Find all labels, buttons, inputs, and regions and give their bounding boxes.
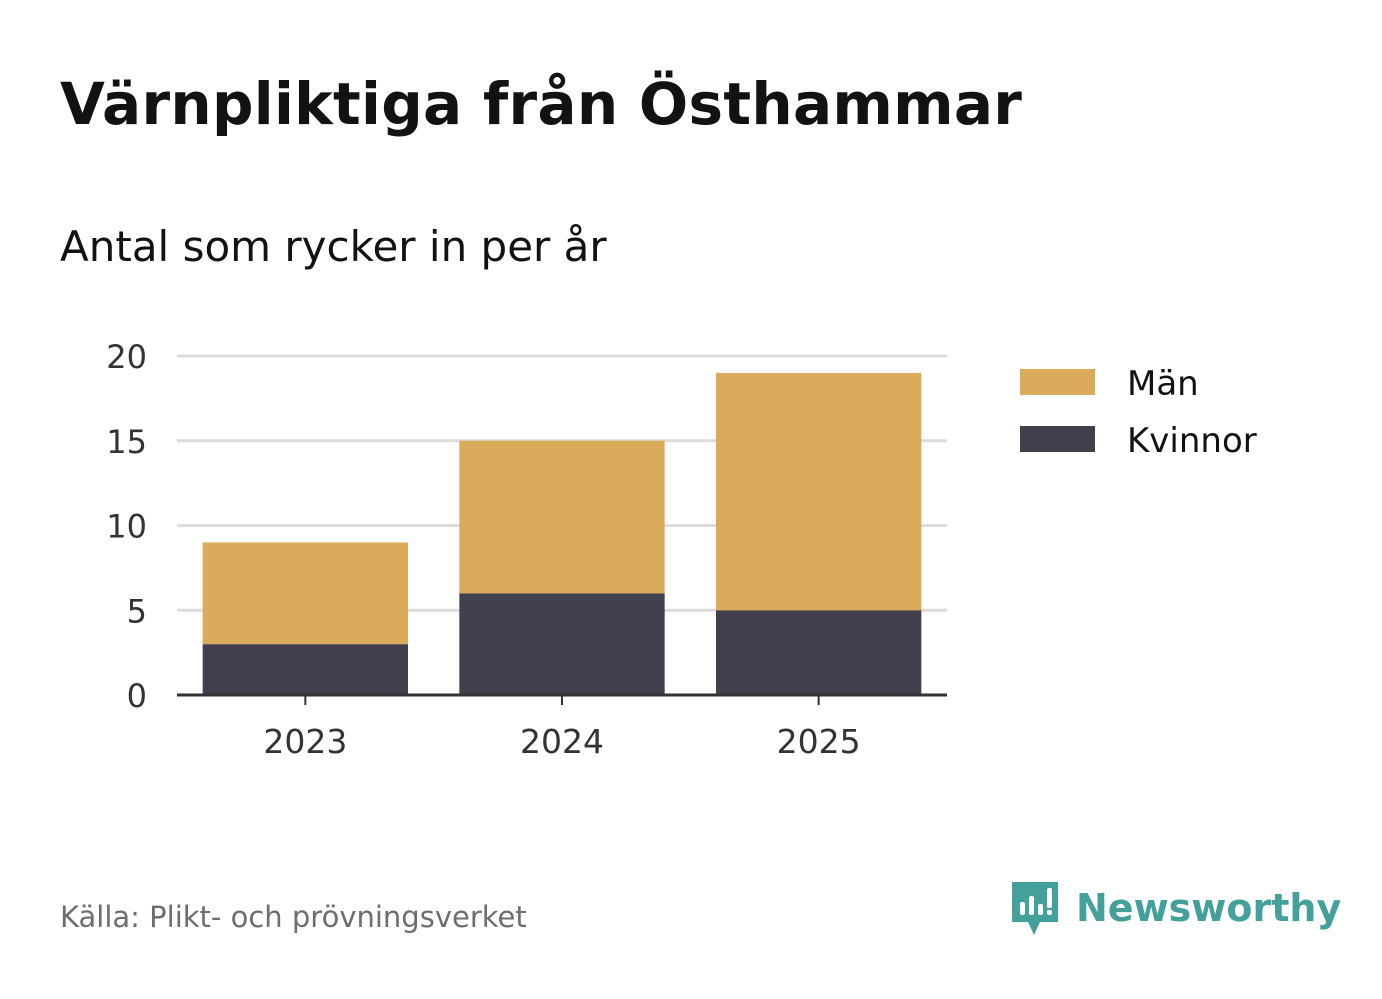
x-tick-label: 2023 [263, 722, 347, 761]
x-tick-label: 2024 [520, 722, 604, 761]
brand-logo: Newsworthy [1010, 878, 1341, 938]
chart-title: Värnpliktiga från Östhammar [60, 70, 1023, 138]
brand-name: Newsworthy [1076, 886, 1342, 930]
y-tick-label: 5 [127, 592, 147, 630]
newsworthy-logo-icon [1012, 882, 1058, 935]
bar-man-2025 [716, 372, 922, 611]
legend-swatch [1020, 369, 1095, 395]
bar-kvinnor-2024 [459, 593, 665, 695]
stacked-bar-chart: 0 5 10 15 20 2023 2024 2025 Män Kvinnor [106, 338, 1257, 761]
bars [202, 372, 922, 695]
bar-kvinnor-2023 [202, 644, 408, 695]
y-tick-label: 10 [106, 508, 147, 546]
legend-label: Män [1127, 364, 1199, 404]
x-tick-label: 2025 [777, 722, 861, 761]
y-tick-label: 15 [106, 423, 147, 461]
y-tick-label: 20 [106, 338, 147, 376]
legend: Män Kvinnor [1020, 364, 1257, 461]
legend-label: Kvinnor [1127, 421, 1257, 461]
bar-man-2023 [202, 542, 408, 645]
source-note: Källa: Plikt- och prövningsverket [60, 900, 527, 934]
y-tick-label: 0 [127, 677, 147, 715]
axes: 0 5 10 15 20 2023 2024 2025 [106, 338, 947, 761]
bar-kvinnor-2025 [716, 610, 922, 695]
chart-subtitle: Antal som rycker in per år [60, 222, 607, 271]
bar-man-2024 [459, 440, 665, 594]
legend-swatch [1020, 426, 1095, 452]
